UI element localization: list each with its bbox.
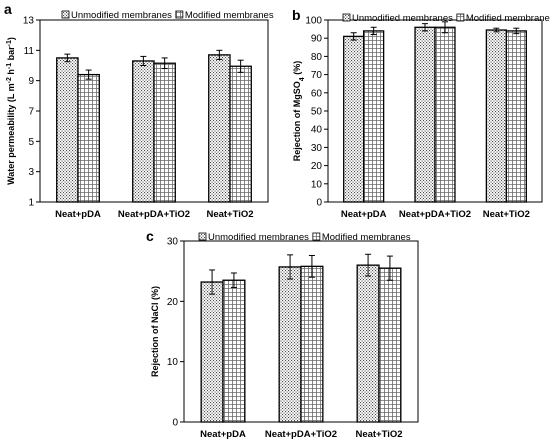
bar-modified — [222, 279, 246, 423]
legend-swatch — [198, 232, 207, 241]
bar-unmodified — [208, 54, 231, 203]
legend-swatch — [61, 10, 70, 19]
category-label: Neat+pDA — [341, 209, 387, 220]
legend-label: Modified membranes — [322, 232, 411, 243]
bar-unmodified — [356, 264, 380, 423]
bar-modified — [153, 62, 176, 203]
bar-modified — [229, 65, 252, 203]
panel-c: 0 10 20 30 Rejection of NaCl (%) c Neat+pDA Nea… — [146, 228, 419, 440]
panel-letter: c — [146, 228, 154, 244]
bar-modified — [77, 73, 100, 203]
y-tick-label: 30 — [311, 143, 323, 154]
legend-label: Unmodified membranes — [352, 13, 453, 24]
y-tick-label: 20 — [311, 161, 323, 172]
y-axis-label: Rejection of MgSO4 (%) — [292, 61, 306, 161]
legend: Unmodified membranes Modified membranes — [198, 232, 411, 243]
panel-letter: a — [4, 1, 12, 17]
y-tick-label: 90 — [311, 34, 323, 45]
bar-unmodified — [278, 266, 302, 423]
y-tick-label: 9 — [28, 76, 34, 87]
bar-unmodified — [56, 57, 79, 203]
y-tick-label: 1 — [28, 198, 34, 209]
category-label: Neat+TiO2 — [483, 209, 530, 220]
legend-label: Unmodified membranes — [208, 232, 309, 243]
y-tick-label: 30 — [167, 237, 179, 248]
y-tick-label: 10 — [311, 179, 323, 190]
category-label: Neat+TiO2 — [355, 429, 402, 440]
bar-modified — [363, 30, 385, 203]
bar-unmodified — [132, 60, 155, 203]
bar-modified — [378, 267, 402, 423]
y-tick-label: 80 — [311, 52, 323, 63]
y-tick-label: 60 — [311, 88, 323, 99]
category-label: Neat+pDA+TiO2 — [118, 209, 190, 220]
y-tick-label: 13 — [23, 16, 35, 27]
y-axis-label: Rejection of NaCl (%) — [150, 286, 160, 377]
category-label: Neat+pDA+TiO2 — [265, 429, 337, 440]
bar-modified — [300, 265, 324, 423]
legend-label: Modified membranes — [185, 10, 274, 21]
y-tick-label: 11 — [24, 46, 35, 57]
category-label: Neat+pDA — [55, 209, 101, 220]
bar-unmodified — [200, 281, 224, 423]
y-tick-label: 0 — [316, 198, 322, 209]
y-tick-label: 20 — [167, 297, 179, 308]
y-tick-label: 40 — [311, 125, 323, 136]
bar-unmodified — [414, 26, 436, 203]
y-axis-label: Water permeability (L m-2 h-1 bar-1) — [6, 37, 17, 185]
y-tick-label: 100 — [305, 16, 322, 27]
category-label: Neat+pDA — [200, 429, 246, 440]
y-tick-label: 5 — [28, 137, 34, 148]
bar-modified — [505, 30, 527, 203]
legend: Unmodified membranes Modified membranes — [342, 13, 550, 24]
legend-label: Modified membranes — [466, 13, 550, 24]
bar-unmodified — [343, 35, 365, 203]
bar-unmodified — [485, 29, 507, 203]
panel-letter: b — [292, 7, 301, 23]
y-tick-label: 70 — [311, 70, 323, 81]
y-tick-label: 10 — [167, 357, 179, 368]
legend: Unmodified membranes Modified membranes — [61, 10, 274, 21]
bar-modified — [434, 26, 456, 203]
legend-swatch — [312, 232, 321, 241]
y-tick-label: 7 — [28, 107, 34, 118]
y-tick-label: 50 — [311, 107, 323, 118]
legend-swatch — [175, 10, 184, 19]
legend-swatch — [342, 13, 351, 22]
y-tick-label: 3 — [28, 167, 34, 178]
y-tick-label: 0 — [172, 418, 178, 429]
panel-b: 0 10 20 30 40 50 60 70 80 90 100 Rejection of MgSO4… — [292, 7, 550, 220]
legend-swatch — [456, 13, 465, 22]
category-label: Neat+TiO2 — [206, 209, 253, 220]
category-label: Neat+pDA+TiO2 — [399, 209, 471, 220]
legend-label: Unmodified membranes — [71, 10, 172, 21]
